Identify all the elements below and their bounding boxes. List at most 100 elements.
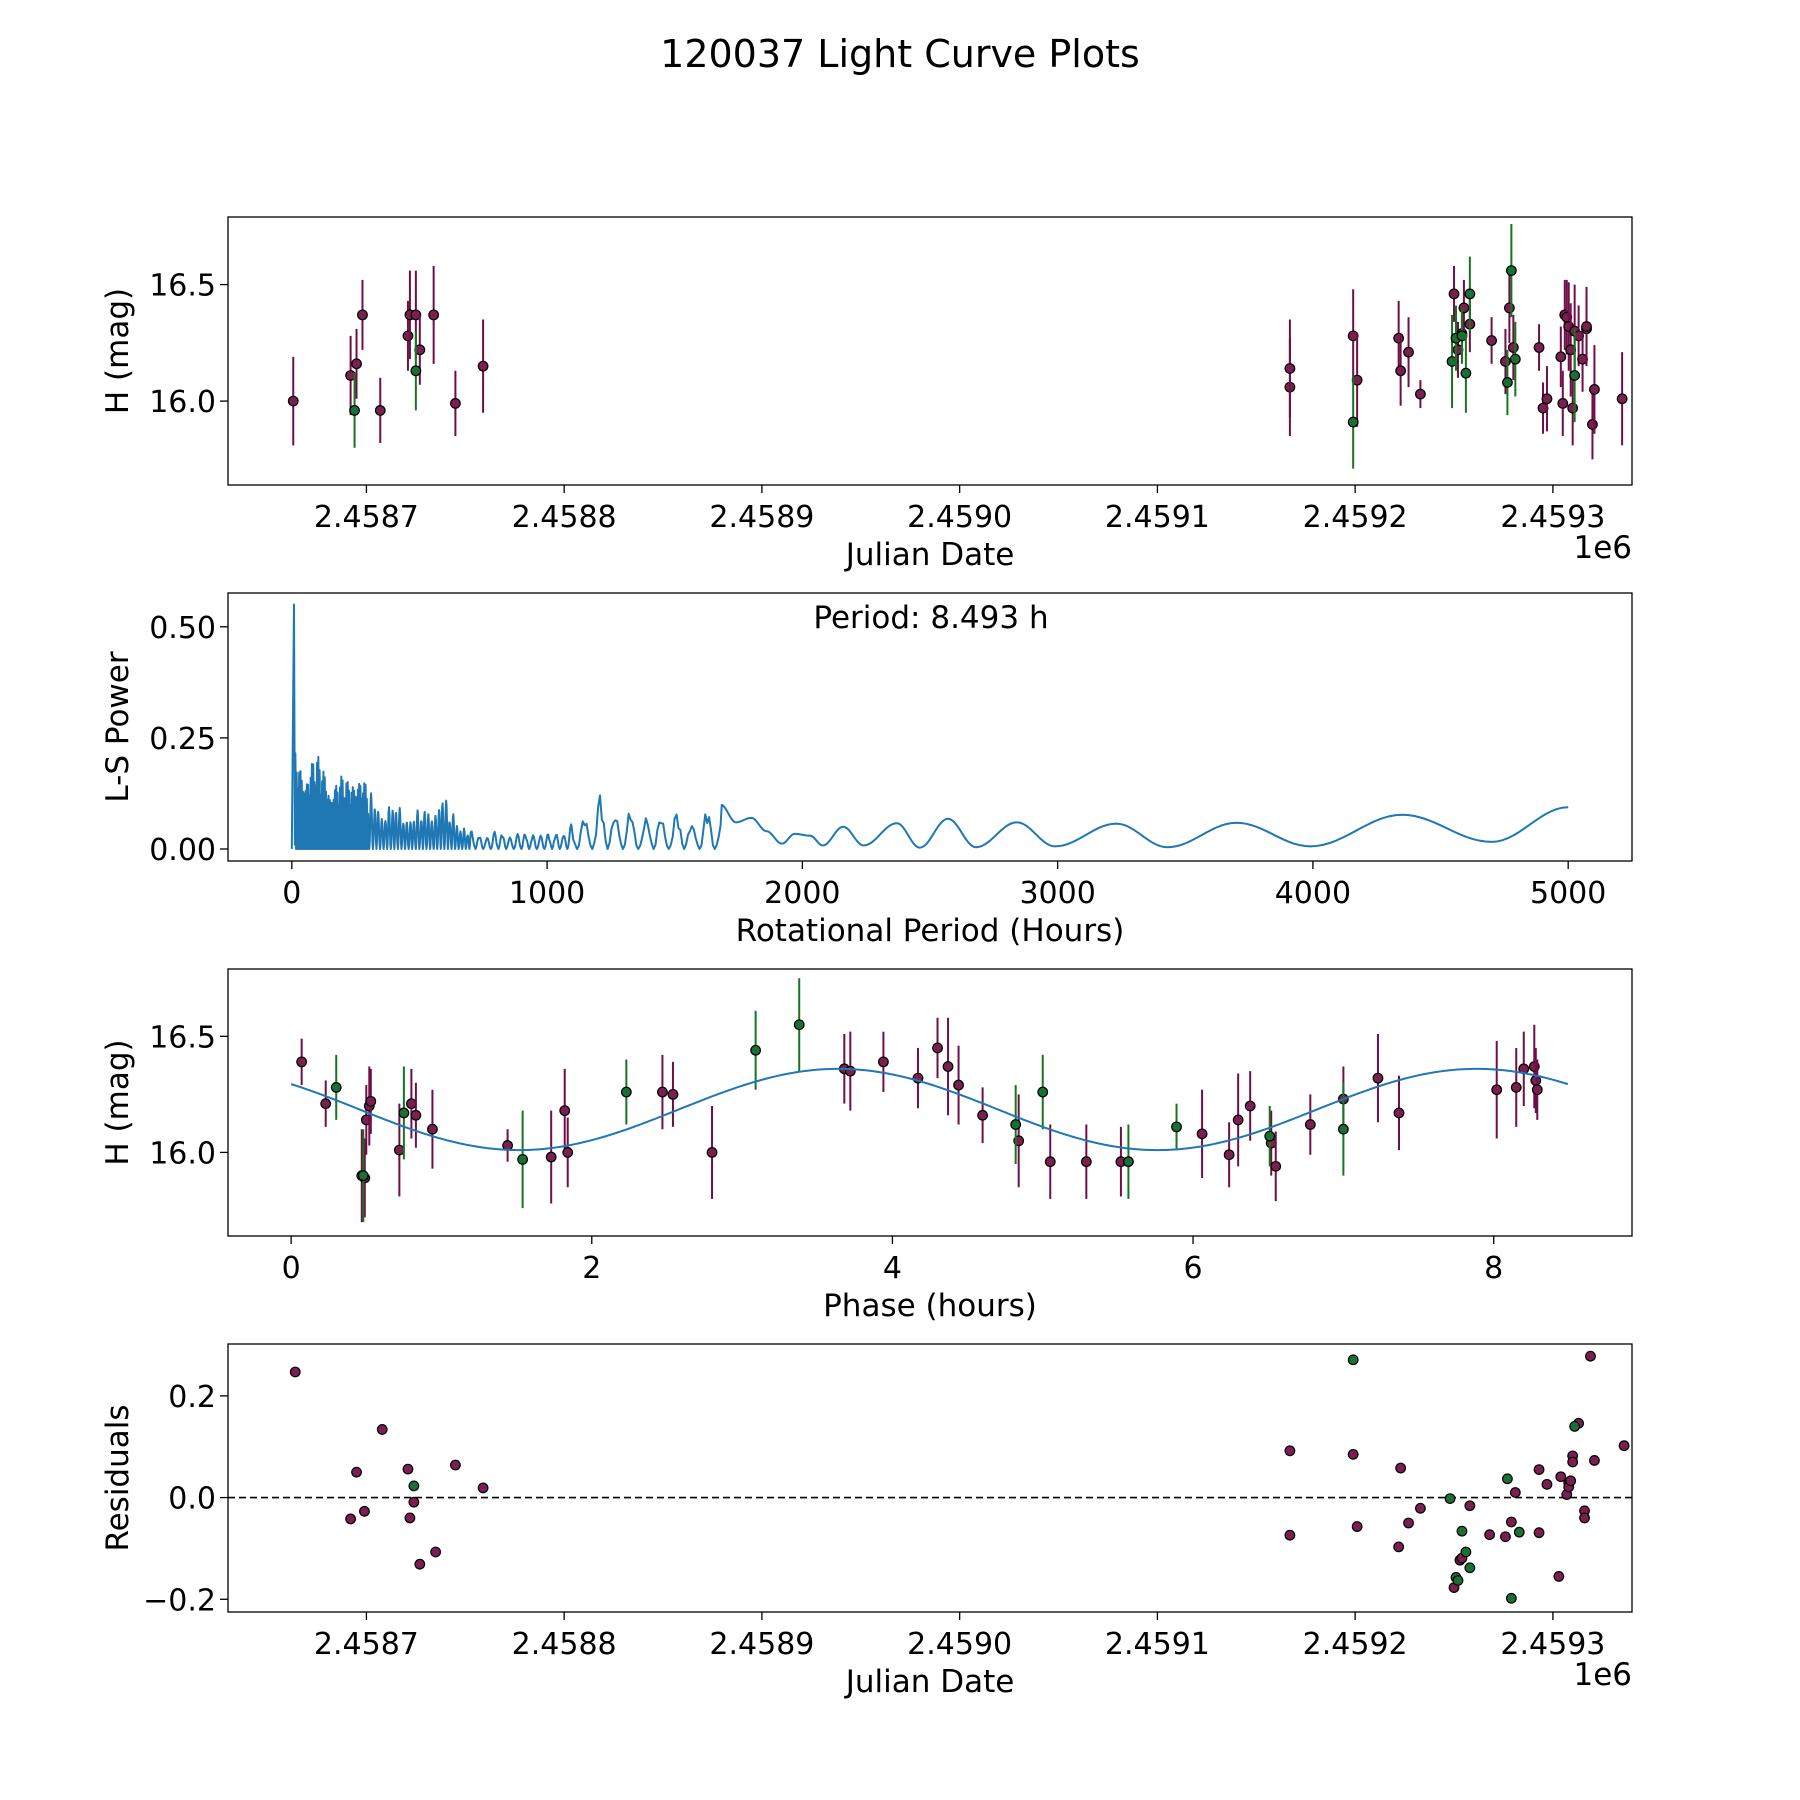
data-point-green — [1264, 1130, 1276, 1142]
data-point-purple — [408, 1496, 420, 1508]
data-point-purple — [1553, 1571, 1565, 1582]
data-point-green — [1010, 1119, 1022, 1130]
axes-frame — [227, 968, 1633, 1237]
data-point-green — [1456, 1525, 1468, 1537]
data-point-purple — [374, 405, 386, 416]
data-point-purple — [1044, 1156, 1056, 1168]
data-point-purple — [1509, 1487, 1521, 1498]
data-point-purple — [1533, 342, 1545, 353]
data-point-purple — [357, 309, 368, 321]
data-point-green — [398, 1107, 410, 1119]
figure-title: 120037 Light Curve Plots — [660, 32, 1140, 76]
data-point-purple — [1351, 1521, 1363, 1532]
periodogram-panel: 0 1000 2000 3000 4000 5000 0.00 0.25 0.50 Rotatio… — [100, 592, 1633, 949]
data-point-purple — [1510, 1082, 1522, 1093]
y-tick-label: 16.5 — [149, 269, 216, 304]
y-axis-label: H (mag) — [100, 288, 136, 414]
data-point-green — [1513, 1526, 1525, 1538]
data-point-purple — [1503, 302, 1515, 314]
data-point-purple — [1395, 365, 1407, 377]
data-point-purple — [1415, 388, 1426, 400]
data-point-green — [1505, 1592, 1517, 1604]
data-point-green — [1347, 1354, 1359, 1366]
data-point-purple — [430, 1546, 442, 1558]
data-point-purple — [1270, 1160, 1282, 1172]
x-axis-label: Phase (hours) — [823, 1288, 1037, 1324]
x-tick-label: 2000 — [764, 876, 840, 911]
data-point-green — [349, 405, 360, 416]
lightcurve-panel: 2.4587 2.4588 2.4589 2.4590 2.4591 2.4592 2.45… — [100, 216, 1633, 573]
data-point-purple — [402, 330, 414, 342]
x-tick-label: 3000 — [1019, 876, 1095, 911]
data-point-purple — [977, 1109, 989, 1121]
axes-frame — [227, 1343, 1633, 1613]
x-tick-label: 2.4589 — [709, 1627, 814, 1662]
data-point-purple — [393, 1144, 405, 1156]
y-tick-label: 0.25 — [149, 722, 216, 757]
data-point-purple — [1587, 419, 1598, 430]
data-point-purple — [1393, 1107, 1405, 1119]
data-point-purple — [1196, 1128, 1208, 1140]
data-point-green — [1464, 288, 1476, 300]
data-point-purple — [359, 1505, 370, 1517]
residuals-panel: 2.4587 2.4588 2.4589 2.4590 2.4591 2.4592 2.45… — [100, 1343, 1633, 1700]
x-tick-label: 0 — [282, 1251, 301, 1286]
data-point-green — [750, 1044, 762, 1056]
data-point-purple — [559, 1105, 571, 1117]
data-point-green — [1509, 353, 1521, 365]
data-point-green — [330, 1082, 342, 1093]
x-tick-label: 2 — [582, 1251, 601, 1286]
data-point-purple — [1448, 288, 1460, 300]
data-point-green — [1347, 416, 1359, 428]
data-point-purple — [1284, 1529, 1296, 1541]
data-point-purple — [1579, 1512, 1590, 1524]
data-point-green — [1569, 370, 1581, 381]
data-point-purple — [1585, 1350, 1596, 1362]
phased-lightcurve-panel: 0 2 4 6 8 16.0 16.5 Phase (hours) H (mag) — [100, 968, 1633, 1324]
data-point-purple — [1557, 398, 1569, 409]
data-point-purple — [1372, 1072, 1384, 1084]
x-tick-label: 2.4592 — [1303, 500, 1408, 535]
y-tick-label: 16.5 — [149, 1020, 216, 1055]
data-point-purple — [1531, 1084, 1543, 1096]
data-point-purple — [706, 1147, 718, 1158]
data-point-purple — [1567, 402, 1579, 414]
x-axis-label: Julian Date — [844, 1664, 1015, 1700]
data-point-purple — [562, 1147, 574, 1158]
data-point-purple — [1541, 1478, 1553, 1490]
data-point-purple — [953, 1079, 964, 1091]
x-tick-label: 2.4590 — [907, 1627, 1012, 1662]
data-point-purple — [667, 1088, 679, 1100]
data-point-purple — [878, 1056, 889, 1068]
data-point-purple — [1507, 342, 1519, 353]
data-point-purple — [351, 1466, 362, 1478]
data-point-green — [1171, 1121, 1182, 1133]
data-point-purple — [1284, 1445, 1296, 1457]
data-point-purple — [1505, 1516, 1517, 1528]
data-point-purple — [404, 1512, 416, 1524]
data-point-green — [1460, 1546, 1472, 1558]
data-point-purple — [942, 1061, 954, 1072]
data-point-purple — [1618, 1440, 1630, 1452]
y-tick-label: 0.00 — [149, 833, 216, 868]
x-tick-label: 2.4591 — [1105, 1627, 1210, 1662]
x-tick-label: 6 — [1184, 1251, 1203, 1286]
data-point-purple — [1232, 1114, 1244, 1126]
data-point-purple — [1393, 1541, 1405, 1553]
x-tick-label: 2.4587 — [314, 1627, 419, 1662]
data-point-purple — [932, 1042, 943, 1054]
x-tick-label: 2.4591 — [1105, 500, 1210, 535]
data-point-purple — [450, 1459, 461, 1471]
x-tick-label: 1000 — [509, 876, 585, 911]
data-point-purple — [1304, 1119, 1316, 1130]
data-point-purple — [1395, 1462, 1407, 1474]
data-point-purple — [1403, 346, 1414, 358]
data-point-purple — [477, 360, 489, 372]
x-offset-label: 1e6 — [1573, 530, 1632, 566]
data-point-green — [1569, 1420, 1581, 1432]
data-point-purple — [410, 1109, 422, 1121]
data-point-purple — [1541, 393, 1553, 405]
data-point-purple — [414, 1558, 426, 1570]
data-point-purple — [402, 1463, 414, 1475]
